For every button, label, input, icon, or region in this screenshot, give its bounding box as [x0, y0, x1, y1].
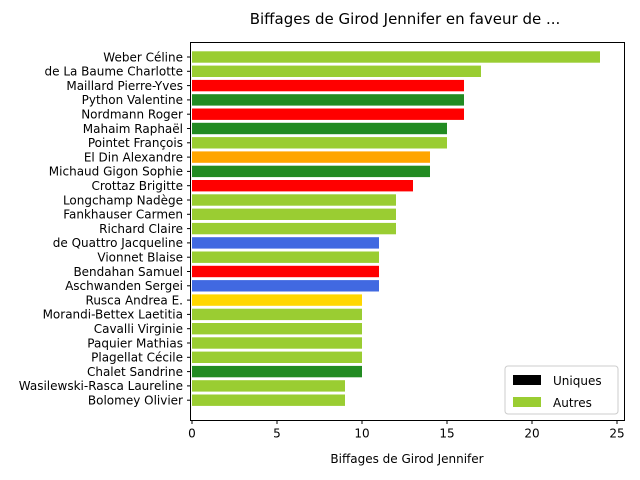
- bar: [192, 79, 464, 92]
- category-label: Mahaim Raphaël: [83, 122, 183, 136]
- x-tick-label: 10: [354, 427, 369, 441]
- bar: [192, 280, 379, 292]
- category-label: Pointet François: [88, 136, 183, 150]
- category-label: Nordmann Roger: [81, 108, 183, 122]
- bar: [192, 294, 362, 306]
- category-label: Wasilewski-Rasca Laureline: [19, 379, 183, 393]
- category-label: Vionnet Blaise: [97, 251, 183, 265]
- bar: [192, 251, 379, 263]
- x-tick-label: 15: [439, 427, 454, 441]
- bar: [192, 165, 430, 178]
- bars-group: [192, 51, 600, 406]
- x-tick-label: 0: [188, 427, 196, 441]
- category-label: Bendahan Samuel: [73, 265, 183, 279]
- category-label: Aschwanden Sergei: [65, 279, 183, 293]
- chart-title: Biffages de Girod Jennifer en faveur de …: [250, 10, 561, 28]
- category-label: Maillard Pierre-Yves: [66, 79, 183, 93]
- bar: [192, 308, 362, 321]
- category-label: Bolomey Olivier: [88, 394, 183, 408]
- category-label: Paquier Mathias: [87, 336, 183, 350]
- category-label: Richard Claire: [99, 222, 183, 236]
- bar: [192, 94, 464, 106]
- category-label: El Din Alexandre: [84, 150, 183, 164]
- category-label: Fankhauser Carmen: [63, 208, 183, 222]
- category-label: Plagellat Cécile: [91, 351, 183, 365]
- category-label: Rusca Andrea E.: [86, 293, 183, 307]
- x-tick-label: 25: [609, 427, 624, 441]
- x-tick-label: 5: [273, 427, 281, 441]
- bar: [192, 51, 600, 63]
- category-label: Chalet Sandrine: [87, 365, 183, 379]
- legend-swatch-autres: [513, 397, 541, 407]
- legend-label-uniques: Uniques: [553, 374, 602, 388]
- x-axis-ticks: 0 5 10 15 20 25: [188, 420, 625, 441]
- category-label: Morandi-Bettex Laetitia: [43, 308, 183, 322]
- category-label: Crottaz Brigitte: [91, 179, 183, 193]
- bar: [192, 122, 447, 135]
- bar: [192, 108, 464, 120]
- bar: [192, 151, 430, 163]
- category-label: Python Valentine: [82, 93, 183, 107]
- legend-swatch-uniques: [513, 375, 541, 385]
- x-axis-label: Biffages de Girod Jennifer: [330, 452, 483, 466]
- category-label: Cavalli Virginie: [94, 322, 183, 336]
- bar: [192, 180, 413, 192]
- category-label: Michaud Gigon Sophie: [49, 165, 183, 179]
- bar: [192, 222, 396, 235]
- category-label: de La Baume Charlotte: [45, 65, 184, 79]
- category-label: Longchamp Nadège: [63, 193, 183, 207]
- bar: [192, 365, 362, 378]
- bar: [192, 65, 481, 77]
- bar: [192, 265, 379, 278]
- legend-label-autres: Autres: [553, 396, 592, 410]
- legend: Uniques Autres: [504, 365, 619, 415]
- bar: [192, 337, 362, 349]
- category-label: de Quattro Jacqueline: [53, 236, 183, 250]
- bar: [192, 237, 379, 249]
- bar: [192, 323, 362, 335]
- category-label: Weber Céline: [103, 50, 183, 64]
- bar: [192, 137, 447, 149]
- bar: [192, 194, 396, 206]
- bar: [192, 394, 345, 406]
- bar: [192, 351, 362, 363]
- bar: [192, 208, 396, 220]
- plot-frame: [190, 42, 625, 421]
- x-tick-label: 20: [524, 427, 539, 441]
- bar: [192, 380, 345, 392]
